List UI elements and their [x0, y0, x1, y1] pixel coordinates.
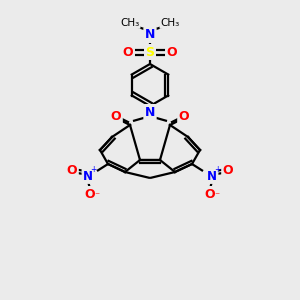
Text: ⁻: ⁻: [94, 191, 100, 201]
Text: CH₃: CH₃: [160, 18, 180, 28]
Text: CH₃: CH₃: [120, 18, 140, 28]
Text: N: N: [145, 28, 155, 41]
Text: O: O: [167, 46, 177, 59]
Text: S: S: [146, 46, 154, 59]
Text: O: O: [179, 110, 189, 124]
Text: ⁻: ⁻: [214, 191, 220, 201]
Text: O: O: [111, 110, 121, 124]
Text: O: O: [223, 164, 233, 178]
Text: +: +: [214, 166, 220, 175]
Text: N: N: [145, 106, 155, 118]
Text: O: O: [123, 46, 133, 59]
Text: N: N: [83, 169, 93, 182]
Text: +: +: [90, 166, 96, 175]
Text: O: O: [85, 188, 95, 200]
Text: O: O: [67, 164, 77, 178]
Text: N: N: [207, 169, 217, 182]
Text: O: O: [205, 188, 215, 200]
